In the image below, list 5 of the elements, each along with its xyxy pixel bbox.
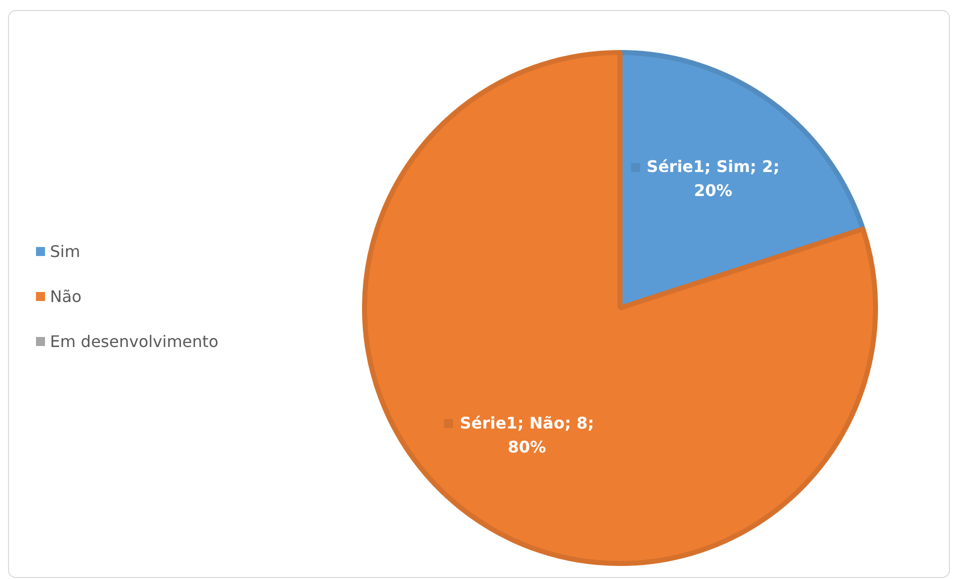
legend-label: Em desenvolvimento (50, 332, 218, 351)
legend-label: Sim (50, 242, 80, 261)
data-label: Série1; Sim; 2; 20% (646, 157, 780, 200)
legend-label: Não (50, 287, 82, 306)
data-label: Série1; Não; 8; 80% (460, 413, 594, 456)
